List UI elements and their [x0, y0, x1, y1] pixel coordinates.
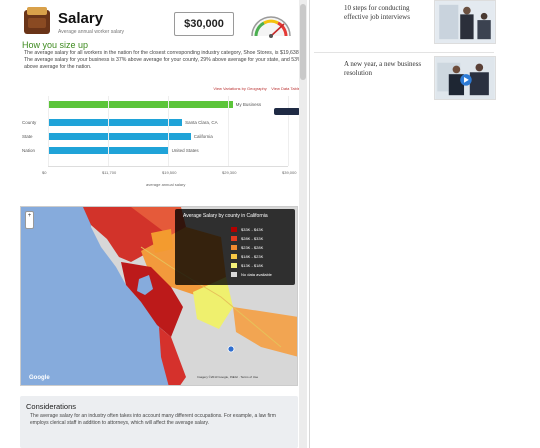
bar-value-label: California — [193, 134, 213, 139]
salary-title: Salary — [58, 10, 104, 27]
map-legend-item: $28K - $33K — [231, 236, 263, 242]
bar-value-label: Santa Clara, CA — [185, 120, 218, 125]
map-legend-item: $18K - $23K — [231, 254, 263, 260]
map-legend-item: $13K - $18K — [231, 263, 263, 269]
x-gridline — [108, 96, 109, 166]
view-data-table-link[interactable]: View Data Table — [271, 86, 300, 91]
bar-category-label: County — [22, 120, 37, 125]
x-gridline — [288, 96, 289, 166]
salary-subtitle: Average annual worker salary — [58, 29, 125, 35]
x-gridline — [228, 96, 229, 166]
salary-bar[interactable] — [48, 133, 191, 140]
wallet-icon — [24, 7, 50, 34]
legend-label: $28K - $33K — [241, 236, 264, 241]
sidebar-article-2[interactable]: A new year, a new business resolution — [344, 56, 496, 104]
bar-row: My Business — [22, 100, 300, 110]
x-axis-line — [48, 166, 288, 167]
chart-links: View Variations by Geography View Data T… — [172, 86, 300, 91]
legend-swatch — [231, 263, 237, 269]
map-legend-item: $23K - $28K — [231, 245, 263, 251]
bar-value-label: United States — [171, 148, 199, 153]
salary-header: Salary Average annual worker salary $30,… — [22, 7, 302, 40]
size-up-intro-text: The average salary for all workers in th… — [24, 50, 302, 70]
how-you-size-up-heading: How you size up — [22, 40, 89, 50]
map-zoom-control[interactable]: + — [25, 211, 34, 229]
legend-label: $18K - $23K — [241, 254, 264, 259]
legend-label: No data available — [241, 272, 272, 277]
considerations-title: Considerations — [26, 402, 77, 411]
google-logo: Google — [29, 375, 50, 381]
legend-label: $33K - $43K — [241, 227, 264, 232]
salary-bar[interactable] — [48, 119, 183, 126]
map-legend: Average Salary by county in California $… — [175, 209, 295, 285]
bar-category-label: Nation — [22, 148, 36, 153]
share-button[interactable] — [274, 108, 300, 115]
legend-swatch — [231, 254, 237, 260]
salary-comparison-chart: View Variations by Geography View Data T… — [22, 86, 300, 198]
sidebar-article-1[interactable]: 10 steps for conducting effective job in… — [344, 0, 496, 48]
x-tick-label: $39,000 — [282, 170, 297, 175]
bar-value-label: My Business — [235, 102, 262, 107]
bar-category-label: State — [22, 134, 33, 139]
x-tick-label: $11,700 — [102, 170, 117, 175]
sidebar-divider — [314, 52, 494, 53]
legend-label: $23K - $28K — [241, 245, 264, 250]
article-1-title[interactable]: 10 steps for conducting effective job in… — [344, 4, 410, 21]
salary-panel: Salary Average annual worker salary $30,… — [14, 0, 302, 448]
map-legend-title: Average Salary by county in California — [183, 213, 268, 219]
legend-swatch — [231, 272, 237, 278]
article-2-title[interactable]: A new year, a new business resolution — [344, 60, 422, 77]
bar-row: Nation United States — [22, 146, 300, 156]
considerations-box: Considerations The average salary for an… — [20, 396, 298, 448]
legend-swatch — [231, 236, 237, 242]
article-1-image — [434, 0, 496, 44]
bar-row: State California — [22, 132, 300, 142]
view-geography-link[interactable]: View Variations by Geography — [213, 86, 267, 91]
map-legend-item: No data available — [231, 272, 272, 278]
salary-amount-input[interactable]: $30,000 — [174, 12, 234, 36]
salary-bar[interactable] — [48, 101, 233, 108]
salary-map[interactable]: + Average Salary by county in California… — [20, 206, 298, 386]
map-attribution[interactable]: Imagery ©2013 Google, INEGI · Terms of U… — [197, 375, 259, 379]
x-tick-label: $0 — [42, 170, 47, 175]
bar-row: County Santa Clara, CA — [22, 118, 300, 128]
legend-label: $13K - $18K — [241, 263, 264, 268]
legend-swatch — [231, 227, 237, 233]
article-2-image — [434, 56, 496, 100]
x-gridline — [168, 96, 169, 166]
gauge-icon — [251, 16, 291, 38]
x-tick-label: $19,500 — [162, 170, 177, 175]
panel-scroll-thumb[interactable] — [300, 4, 306, 80]
legend-swatch — [231, 245, 237, 251]
considerations-text: The average salary for an industry often… — [30, 413, 276, 426]
panel-scrollbar[interactable] — [299, 0, 307, 448]
map-legend-item: $33K - $43K — [231, 227, 263, 233]
x-tick-label: $29,300 — [222, 170, 237, 175]
x-gridline — [48, 96, 49, 166]
column-divider — [309, 0, 310, 448]
x-axis-title: average annual salary — [146, 182, 186, 187]
